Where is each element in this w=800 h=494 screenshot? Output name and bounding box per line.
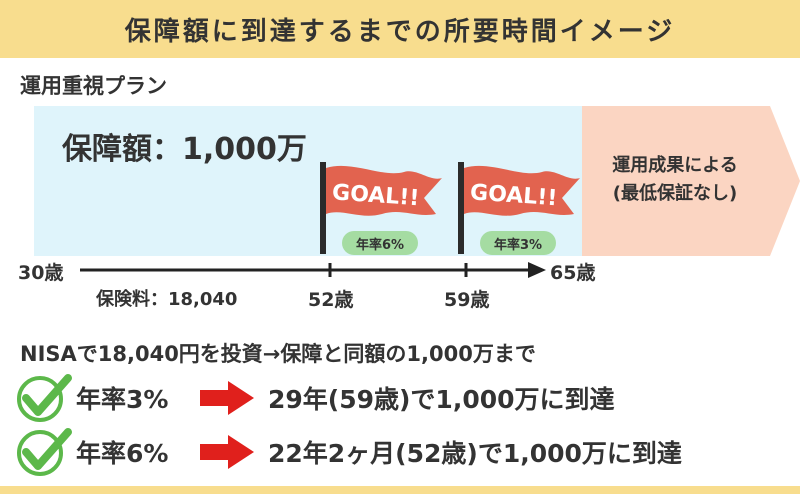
- result-row-6: 年率6% 22年2ヶ月(52歳)で1,000万に到達: [14, 426, 682, 478]
- flag-label: GOAL!!: [331, 180, 420, 211]
- flag-cloth: [326, 165, 442, 216]
- marker-age-52: 52歳: [308, 289, 354, 311]
- flag-rate-3: 年率3%: [480, 231, 556, 255]
- arrow-right-icon: [200, 435, 254, 469]
- flag-cloth: [464, 165, 580, 216]
- result-line-1: 運用成果による: [612, 155, 738, 176]
- title-bar: 保障額に到達するまでの所要時間イメージ: [0, 0, 800, 58]
- end-age: 65歳: [550, 262, 596, 284]
- row-rate: 年率3%: [76, 385, 169, 414]
- bottom-bar: [0, 486, 800, 494]
- flag-rate-6: 年率6%: [342, 231, 418, 255]
- arrow-right-icon: [200, 381, 254, 415]
- flag-pole: [320, 162, 326, 254]
- page-title: 保障額に到達するまでの所要時間イメージ: [124, 16, 676, 47]
- premium-label: 保険料：18,040: [96, 289, 238, 310]
- coverage-amount: 保障額：1,000万: [62, 132, 307, 167]
- marker-age-59: 59歳: [444, 289, 490, 311]
- plan-name: 運用重視プラン: [20, 74, 167, 98]
- result-row-3: 年率3% 29年(59歳)で1,000万に到達: [14, 372, 615, 424]
- start-age: 30歳: [18, 262, 64, 284]
- check-icon: [17, 374, 72, 422]
- row-rate: 年率6%: [76, 439, 169, 468]
- result-line-2: (最低保証なし): [612, 183, 738, 204]
- check-icon: [17, 428, 72, 476]
- summary-text: NISAで18,040円を投資→保障と同額の1,000万まで: [20, 342, 536, 366]
- goal-flag-3: GOAL!!: [458, 162, 580, 254]
- row-outcome: 29年(59歳)で1,000万に到達: [268, 385, 615, 414]
- result-arrow-shape: [582, 106, 800, 256]
- flag-label: GOAL!!: [469, 180, 558, 211]
- goal-flag-6: GOAL!!: [320, 162, 442, 254]
- result-note: 運用成果による (最低保証なし): [582, 152, 768, 208]
- flag-pole: [458, 162, 464, 254]
- timeline-arrowhead: [528, 262, 546, 278]
- row-outcome: 22年2ヶ月(52歳)で1,000万に到達: [268, 439, 682, 468]
